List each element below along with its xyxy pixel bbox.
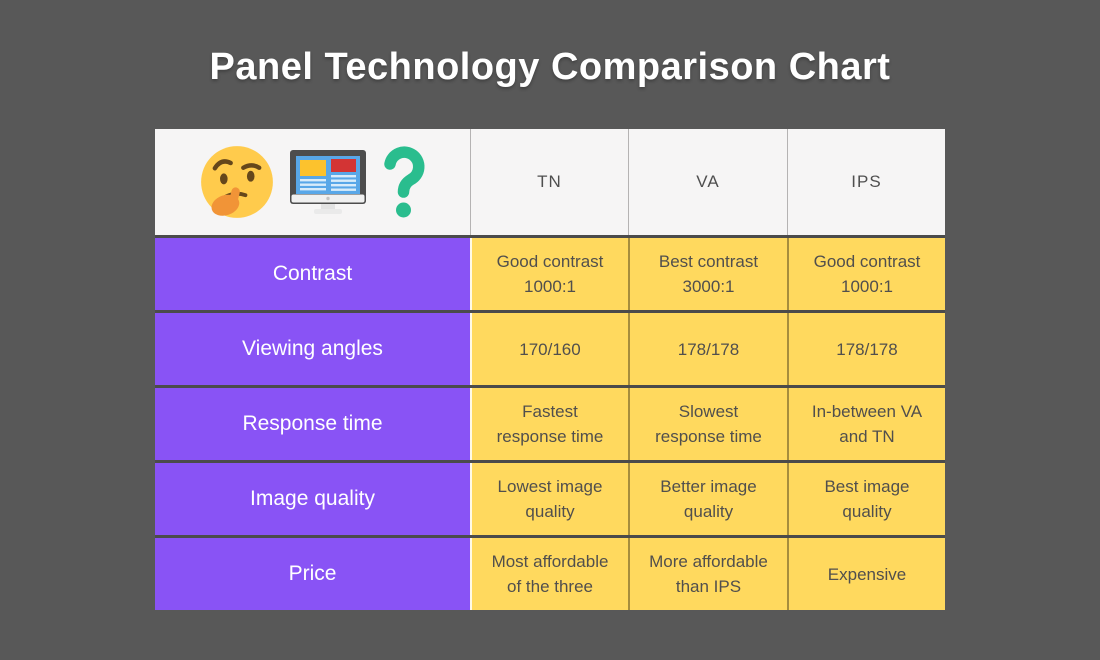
table-row: Viewing angles 170/160 178/178 178/178 bbox=[155, 313, 945, 385]
table-header-row: TN VA IPS bbox=[155, 129, 945, 235]
column-header-ips: IPS bbox=[787, 129, 945, 235]
cell-viewing-angles-tn: 170/160 bbox=[470, 313, 628, 385]
cell-price-va: More affordable than IPS bbox=[628, 538, 787, 610]
header-icons-cell bbox=[155, 129, 470, 235]
column-header-va: VA bbox=[628, 129, 787, 235]
cell-price-ips: Expensive bbox=[787, 538, 945, 610]
cell-image-quality-va: Better image quality bbox=[628, 463, 787, 535]
page-title: Panel Technology Comparison Chart bbox=[209, 46, 891, 88]
column-header-tn: TN bbox=[470, 129, 628, 235]
cell-image-quality-ips: Best image quality bbox=[787, 463, 945, 535]
cell-viewing-angles-va: 178/178 bbox=[628, 313, 787, 385]
cell-price-tn: Most affordable of the three bbox=[470, 538, 628, 610]
cell-response-time-va: Slowest response time bbox=[628, 388, 787, 460]
table-row: Image quality Lowest image quality Bette… bbox=[155, 463, 945, 535]
table-row: Price Most affordable of the three More … bbox=[155, 538, 945, 610]
cell-contrast-va: Best contrast 3000:1 bbox=[628, 238, 787, 310]
thinking-emoji-icon bbox=[199, 144, 275, 220]
monitor-icon bbox=[288, 148, 368, 216]
comparison-table: TN VA IPS Contrast Good contrast 1000:1 … bbox=[155, 129, 945, 610]
cell-response-time-tn: Fastest response time bbox=[470, 388, 628, 460]
table-row: Response time Fastest response time Slow… bbox=[155, 388, 945, 460]
cell-contrast-ips: Good contrast 1000:1 bbox=[787, 238, 945, 310]
row-label-response-time: Response time bbox=[155, 388, 470, 460]
cell-viewing-angles-ips: 178/178 bbox=[787, 313, 945, 385]
table-row: Contrast Good contrast 1000:1 Best contr… bbox=[155, 238, 945, 310]
cell-image-quality-tn: Lowest image quality bbox=[470, 463, 628, 535]
cell-contrast-tn: Good contrast 1000:1 bbox=[470, 238, 628, 310]
row-label-contrast: Contrast bbox=[155, 238, 470, 310]
question-mark-icon bbox=[381, 144, 427, 220]
cell-response-time-ips: In-between VA and TN bbox=[787, 388, 945, 460]
row-label-viewing-angles: Viewing angles bbox=[155, 313, 470, 385]
row-label-price: Price bbox=[155, 538, 470, 610]
row-label-image-quality: Image quality bbox=[155, 463, 470, 535]
